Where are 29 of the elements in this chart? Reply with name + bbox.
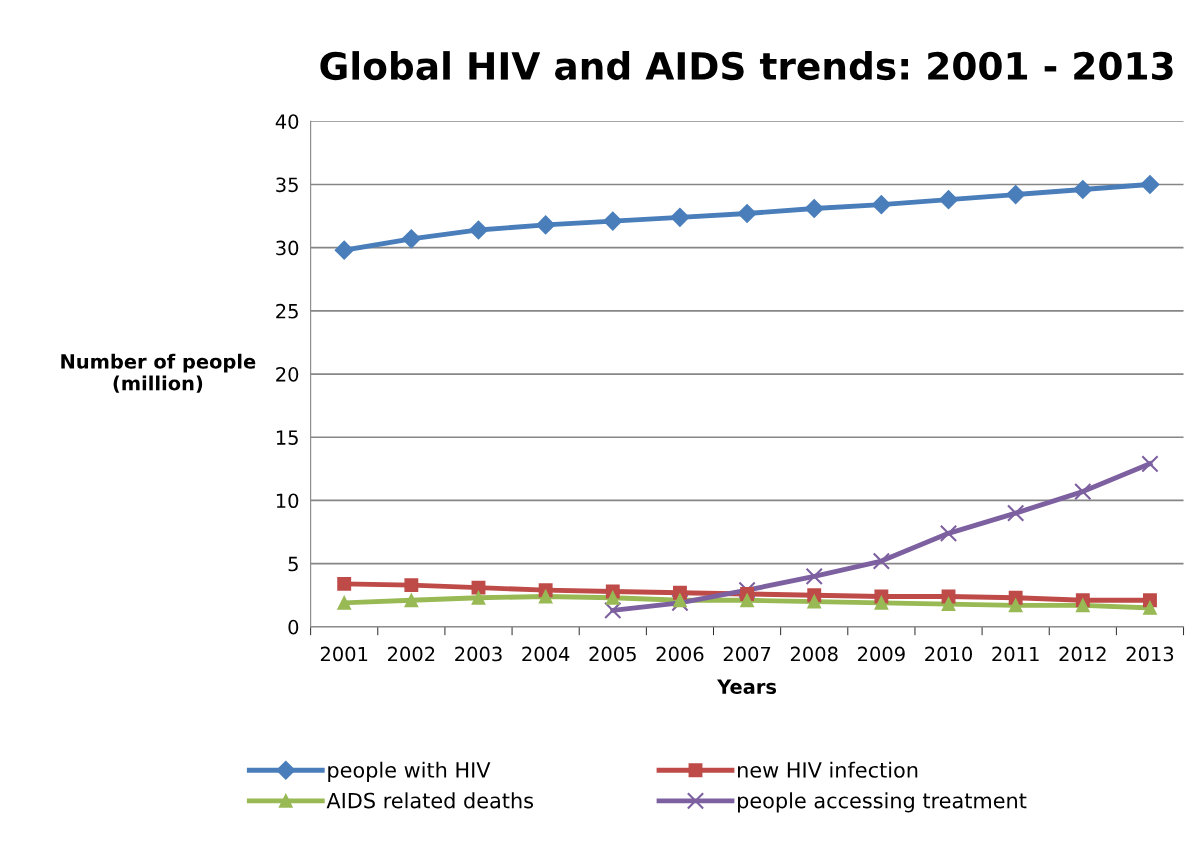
x-tick-label: 2006 [656,646,704,662]
x-tick-label: 2004 [522,646,570,662]
legend-label: people with HIV [328,761,491,782]
x-tick-label: 2007 [723,646,771,662]
y-tick-label: 30 [276,240,299,256]
y-tick-label: 0 [288,619,299,635]
y-tick-label: 5 [288,556,298,572]
x-tick-label: 2010 [925,646,972,662]
legend-label: AIDS related deaths [326,792,534,809]
y-tick-label: 35 [276,177,298,193]
legend-label: people accessing treatment [738,792,1027,813]
x-tick-label: 2009 [858,646,905,662]
x-tick-label: 2001 [320,646,368,662]
y-tick-label: 40 [275,114,299,129]
y-tick-label: 25 [276,303,298,319]
y-tick-label: 10 [276,493,299,509]
y-tick-label: 15 [276,430,298,445]
x-tick-label: 2012 [1059,646,1106,662]
x-axis-title: Years [717,679,777,695]
x-tick-label: 2003 [455,646,502,662]
x-tick-label: 2005 [589,646,636,662]
x-tick-label: 2013 [1126,646,1174,662]
chart-title: Global HIV and AIDS trends: 2001 - 2013 [320,51,1173,81]
x-tick-label: 2002 [388,646,435,662]
y-axis-title: Number of people (million) [61,353,256,393]
y-tick-label: 20 [276,367,299,382]
x-tick-label: 2008 [790,646,838,662]
legend-label: new HIV infection [738,761,918,778]
x-tick-label: 2011 [992,646,1039,662]
